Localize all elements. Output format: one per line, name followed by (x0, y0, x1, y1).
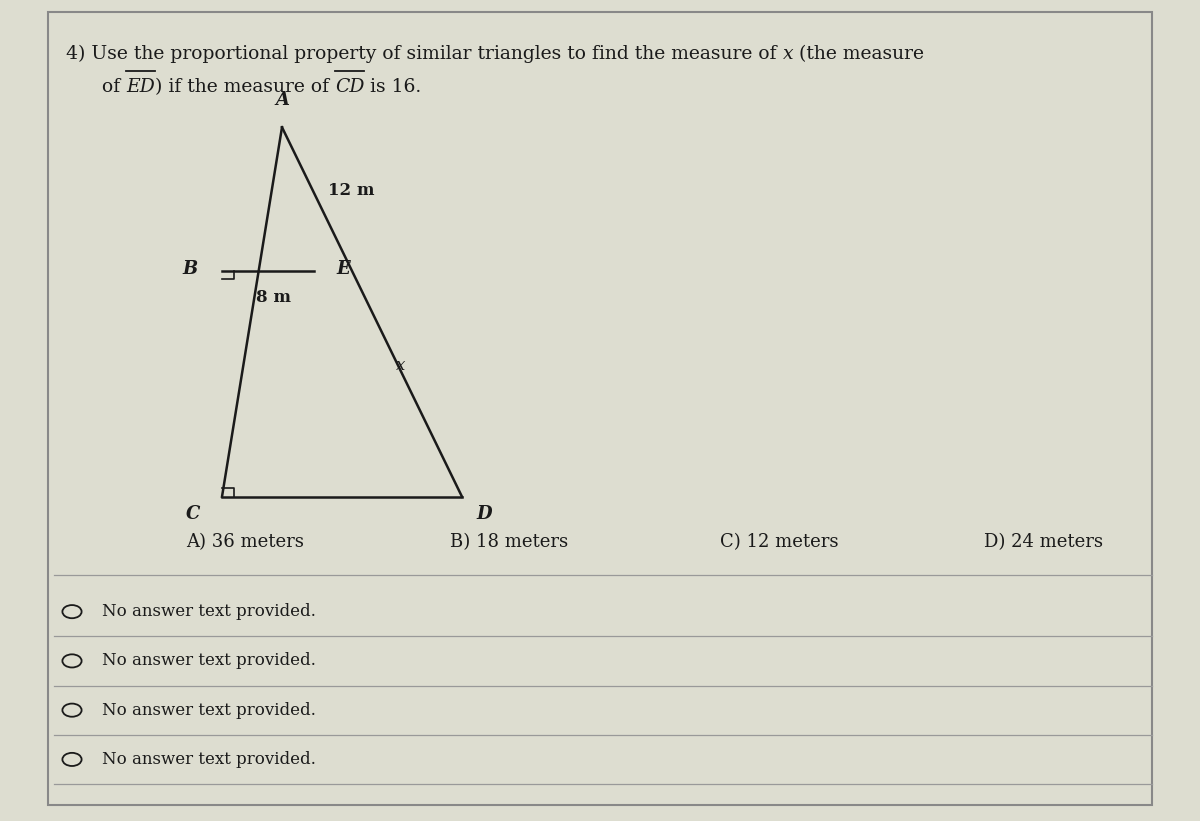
Text: of: of (102, 78, 126, 96)
Text: A) 36 meters: A) 36 meters (186, 533, 304, 551)
Text: CD: CD (335, 78, 365, 96)
Text: A: A (275, 91, 289, 109)
Text: No answer text provided.: No answer text provided. (102, 702, 316, 718)
Text: No answer text provided.: No answer text provided. (102, 653, 316, 669)
Text: 8 m: 8 m (256, 289, 292, 306)
Text: D: D (476, 505, 492, 523)
Text: x: x (396, 357, 406, 374)
Text: is 16.: is 16. (365, 78, 421, 96)
Text: C: C (186, 505, 200, 523)
Text: B) 18 meters: B) 18 meters (450, 533, 568, 551)
Text: 4) Use the proportional property of similar triangles to find the measure of: 4) Use the proportional property of simi… (66, 45, 782, 63)
Text: D) 24 meters: D) 24 meters (984, 533, 1103, 551)
Text: B: B (182, 260, 198, 278)
Text: 12 m: 12 m (329, 182, 374, 200)
Text: (the measure: (the measure (793, 45, 924, 63)
Text: No answer text provided.: No answer text provided. (102, 603, 316, 620)
Text: ED: ED (126, 78, 155, 96)
Text: ) if the measure of: ) if the measure of (155, 78, 335, 96)
Text: x: x (782, 45, 793, 63)
Text: C) 12 meters: C) 12 meters (720, 533, 839, 551)
Text: E: E (336, 260, 349, 278)
Text: No answer text provided.: No answer text provided. (102, 751, 316, 768)
